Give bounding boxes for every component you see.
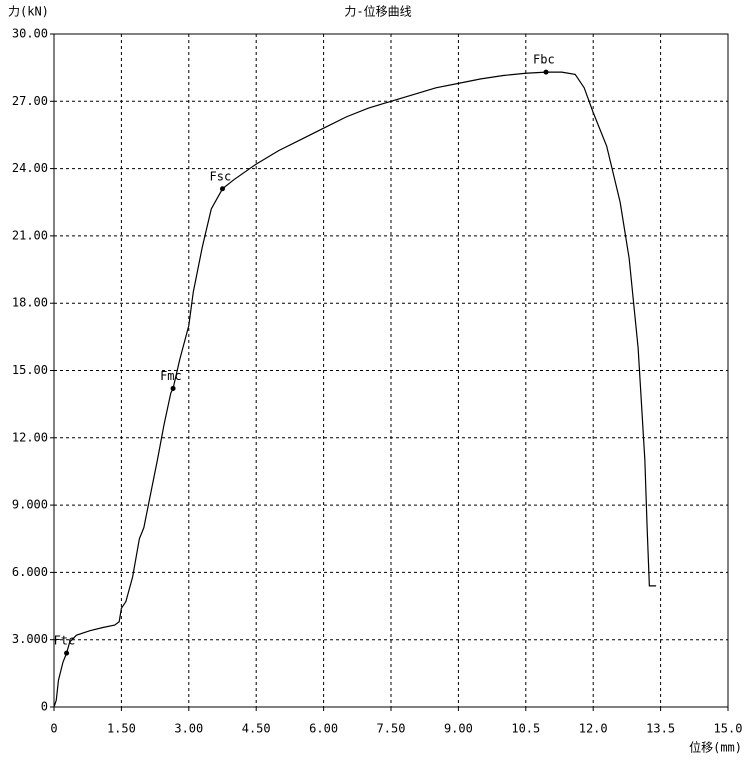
y-tick-label: 15.00	[12, 363, 48, 377]
annotation-label: Fsc	[210, 169, 232, 183]
x-tick-label: 3.00	[174, 722, 203, 736]
y-tick-label: 18.00	[12, 296, 48, 310]
plot-frame	[53, 33, 729, 708]
y-tick-label: 9.000	[12, 498, 48, 512]
y-tick-label: 30.00	[12, 27, 48, 41]
x-tick-label: 12.0	[579, 722, 608, 736]
y-tick-label: 3.000	[12, 632, 48, 646]
y-tick-label: 12.00	[12, 430, 48, 444]
annotation-point	[220, 186, 225, 192]
x-tick-label: 7.50	[377, 722, 406, 736]
annotation-label: Fbc	[533, 53, 555, 67]
y-tick-label: 21.00	[12, 228, 48, 242]
x-tick-label: 4.50	[242, 722, 271, 736]
annotation-point	[170, 385, 176, 391]
y-tick-label: 6.000	[12, 565, 48, 579]
x-axis-label: 位移(mm)	[689, 740, 742, 755]
x-tick-label: 0	[50, 722, 57, 736]
y-tick-label: 0	[41, 700, 48, 714]
y-tick-label: 27.00	[12, 94, 48, 108]
y-axis-label: 力(kN)	[8, 5, 49, 19]
x-tick-label: 15.0	[714, 722, 743, 736]
y-tick-label: 24.00	[12, 161, 48, 175]
x-tick-label: 9.00	[444, 722, 473, 736]
curve	[53, 71, 657, 708]
x-tick-label: 13.5	[646, 722, 675, 736]
x-tick-label: 10.5	[511, 722, 540, 736]
annotation-point	[543, 69, 549, 75]
chart-title: 力-位移曲线	[344, 4, 411, 19]
annotation-label: Fmc	[160, 369, 182, 383]
x-tick-label: 1.50	[107, 722, 136, 736]
x-tick-label: 6.00	[309, 722, 338, 736]
annotation-point	[64, 650, 70, 656]
annotation-label: Ftc	[54, 634, 76, 648]
